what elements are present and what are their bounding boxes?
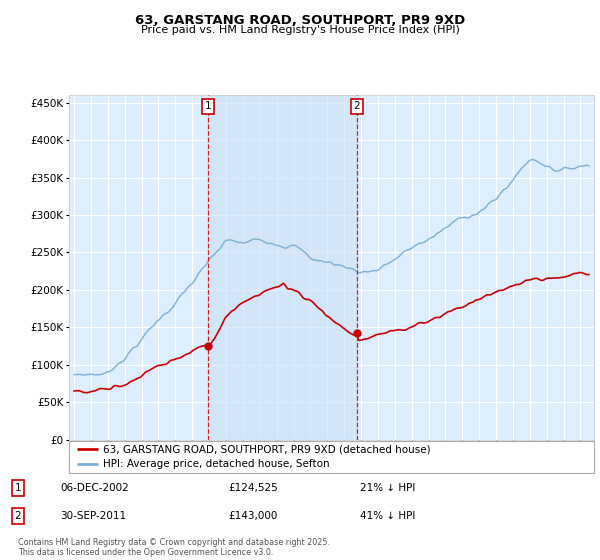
Text: 41% ↓ HPI: 41% ↓ HPI: [360, 511, 415, 521]
Text: £143,000: £143,000: [228, 511, 277, 521]
Text: 30-SEP-2011: 30-SEP-2011: [60, 511, 126, 521]
Text: 63, GARSTANG ROAD, SOUTHPORT, PR9 9XD (detached house): 63, GARSTANG ROAD, SOUTHPORT, PR9 9XD (d…: [103, 445, 431, 455]
Text: Price paid vs. HM Land Registry's House Price Index (HPI): Price paid vs. HM Land Registry's House …: [140, 25, 460, 35]
Text: 21% ↓ HPI: 21% ↓ HPI: [360, 483, 415, 493]
Text: £124,525: £124,525: [228, 483, 278, 493]
Text: 63, GARSTANG ROAD, SOUTHPORT, PR9 9XD: 63, GARSTANG ROAD, SOUTHPORT, PR9 9XD: [135, 14, 465, 27]
Text: Contains HM Land Registry data © Crown copyright and database right 2025.
This d: Contains HM Land Registry data © Crown c…: [18, 538, 330, 557]
Text: 1: 1: [205, 101, 211, 111]
Text: HPI: Average price, detached house, Sefton: HPI: Average price, detached house, Seft…: [103, 459, 330, 469]
Bar: [208, 95, 357, 440]
Text: 2: 2: [14, 511, 22, 521]
Text: 1: 1: [14, 483, 22, 493]
Text: 2: 2: [353, 101, 360, 111]
Text: 06-DEC-2002: 06-DEC-2002: [60, 483, 129, 493]
